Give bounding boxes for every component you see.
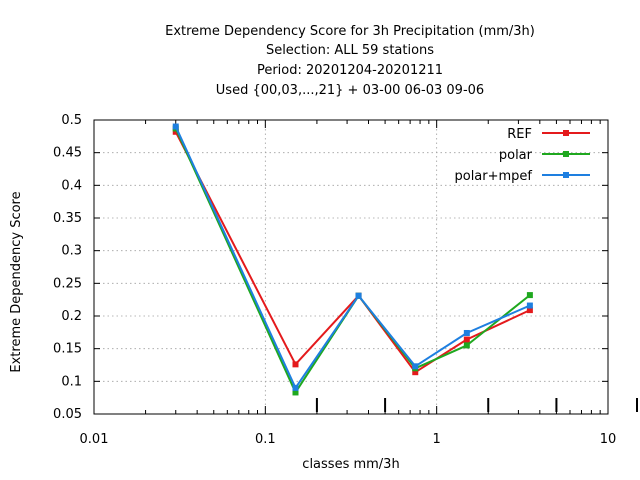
series-line-3 bbox=[174, 126, 531, 389]
y-tick-label: 0.3 bbox=[61, 244, 82, 259]
series-point-3 bbox=[526, 302, 533, 309]
legend-label-1: REF bbox=[507, 127, 532, 142]
y-tick-label: 0.5 bbox=[61, 113, 82, 128]
y-tick-label: 0.25 bbox=[53, 276, 82, 291]
y-tick-label: 0.35 bbox=[53, 211, 82, 226]
series-point-1 bbox=[172, 128, 179, 135]
series-group bbox=[172, 123, 533, 396]
legend-label-2: polar bbox=[499, 148, 533, 163]
grid-lines bbox=[94, 120, 608, 414]
legend-swatch-marker-1 bbox=[563, 130, 569, 136]
minor-ticks bbox=[145, 120, 638, 414]
plot-frame bbox=[93, 119, 609, 415]
title-line-3: Period: 20201204-20201211 bbox=[257, 63, 443, 78]
y-tick-label: 0.15 bbox=[53, 342, 82, 357]
legend-label-3: polar+mpef bbox=[454, 169, 532, 184]
y-tick-label: 0.1 bbox=[61, 374, 82, 389]
series-point-3 bbox=[412, 363, 419, 370]
series-point-2 bbox=[463, 342, 470, 349]
series-point-1 bbox=[292, 361, 299, 368]
y-tick-label: 0.45 bbox=[53, 146, 82, 161]
title-line-2: Selection: ALL 59 stations bbox=[266, 43, 434, 58]
x-tick-label: 0.1 bbox=[255, 432, 276, 447]
series-point-1 bbox=[412, 369, 419, 376]
x-axis-label: classes mm/3h bbox=[302, 457, 399, 472]
series-point-3 bbox=[463, 329, 470, 336]
series-point-3 bbox=[172, 123, 179, 130]
y-axis-label: Extreme Dependency Score bbox=[9, 191, 24, 372]
title-line-4: Used {00,03,...,21} + 03-00 06-03 09-06 bbox=[216, 83, 484, 98]
title-line-1: Extreme Dependency Score for 3h Precipit… bbox=[165, 24, 535, 39]
x-tick-label: 1 bbox=[433, 432, 441, 447]
series-point-2 bbox=[526, 292, 533, 299]
x-axis-ticks: 0.01 0.1 1 10 bbox=[80, 120, 617, 447]
y-tick-label: 0.05 bbox=[53, 407, 82, 422]
series-point-3 bbox=[355, 292, 362, 299]
x-tick-label: 0.01 bbox=[80, 432, 109, 447]
y-axis-ticks: 0.05 0.1 0.15 0.2 0.25 0.3 0.35 0.4 0.45 0.5 bbox=[53, 113, 608, 422]
chart-title: Extreme Dependency Score for 3h Precipit… bbox=[165, 24, 535, 98]
series-line-1 bbox=[174, 131, 531, 374]
y-tick-label: 0.4 bbox=[61, 178, 82, 193]
legend: REF polar polar+mpef bbox=[454, 127, 590, 184]
series-point-3 bbox=[292, 384, 299, 391]
legend-swatch-marker-2 bbox=[563, 151, 569, 157]
series-point-1 bbox=[463, 336, 470, 343]
series-point-2 bbox=[292, 389, 299, 396]
legend-swatch-marker-3 bbox=[563, 172, 569, 178]
series-point-1 bbox=[526, 307, 533, 314]
y-tick-label: 0.2 bbox=[61, 309, 82, 324]
x-tick-label: 10 bbox=[600, 432, 617, 447]
